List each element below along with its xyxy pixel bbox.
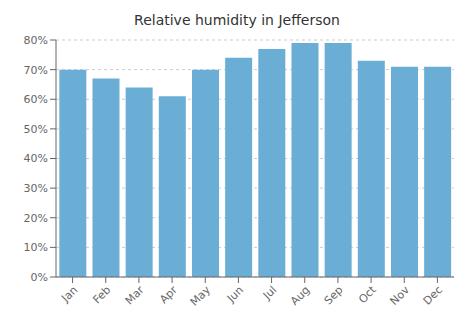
svg-text:10%: 10% — [24, 241, 48, 254]
svg-text:Jun: Jun — [224, 283, 246, 305]
svg-text:Sep: Sep — [322, 283, 346, 307]
svg-text:Mar: Mar — [123, 283, 147, 307]
svg-text:60%: 60% — [24, 93, 48, 106]
svg-text:Jan: Jan — [58, 283, 80, 305]
svg-text:Feb: Feb — [90, 283, 113, 306]
svg-text:Aug: Aug — [288, 283, 312, 307]
html-text:Relative humidity in Jefferson: Relative humidity in Jefferson — [134, 12, 340, 28]
svg-text:70%: 70% — [24, 64, 48, 77]
svg-text:50%: 50% — [24, 123, 48, 136]
svg-text:0%: 0% — [31, 271, 48, 284]
svg-text:Dec: Dec — [421, 283, 445, 307]
svg-text:30%: 30% — [24, 182, 48, 195]
svg-text:20%: 20% — [24, 212, 48, 225]
svg-text:80%: 80% — [24, 34, 48, 47]
svg-text:Nov: Nov — [388, 283, 413, 308]
svg-text:May: May — [188, 283, 214, 309]
svg-text:40%: 40% — [24, 152, 48, 165]
svg-text:Oct: Oct — [356, 283, 379, 306]
svg-text:Jul: Jul — [260, 283, 279, 302]
svg-text:Apr: Apr — [157, 283, 180, 306]
